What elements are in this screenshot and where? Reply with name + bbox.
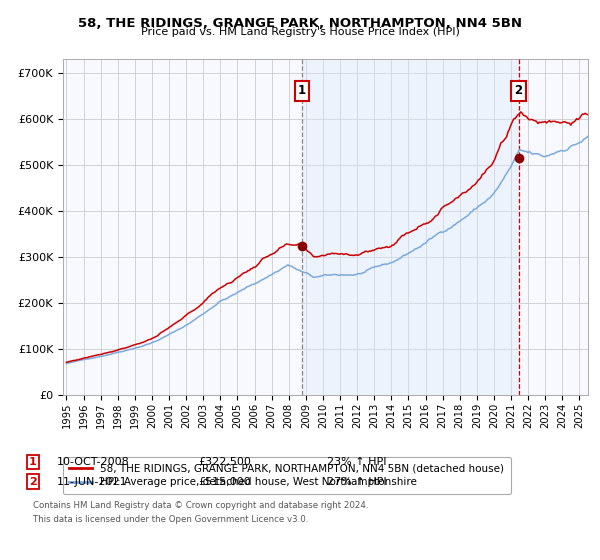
Text: 10-OCT-2008: 10-OCT-2008 <box>57 457 130 467</box>
Text: 23% ↑ HPI: 23% ↑ HPI <box>327 457 386 467</box>
Text: Contains HM Land Registry data © Crown copyright and database right 2024.: Contains HM Land Registry data © Crown c… <box>33 501 368 510</box>
Bar <box>302 59 518 395</box>
Text: Price paid vs. HM Land Registry's House Price Index (HPI): Price paid vs. HM Land Registry's House … <box>140 27 460 37</box>
Text: 58, THE RIDINGS, GRANGE PARK, NORTHAMPTON, NN4 5BN: 58, THE RIDINGS, GRANGE PARK, NORTHAMPTO… <box>78 17 522 30</box>
Text: 1: 1 <box>298 84 306 97</box>
Text: 2: 2 <box>29 477 37 487</box>
Text: 2: 2 <box>515 84 523 97</box>
Text: This data is licensed under the Open Government Licence v3.0.: This data is licensed under the Open Gov… <box>33 515 308 524</box>
Text: 11-JUN-2021: 11-JUN-2021 <box>57 477 128 487</box>
Text: £322,500: £322,500 <box>198 457 251 467</box>
Text: £515,000: £515,000 <box>198 477 251 487</box>
Text: 1: 1 <box>29 457 37 467</box>
Legend: 58, THE RIDINGS, GRANGE PARK, NORTHAMPTON, NN4 5BN (detached house), HPI: Averag: 58, THE RIDINGS, GRANGE PARK, NORTHAMPTO… <box>63 457 511 493</box>
Text: 27% ↑ HPI: 27% ↑ HPI <box>327 477 386 487</box>
